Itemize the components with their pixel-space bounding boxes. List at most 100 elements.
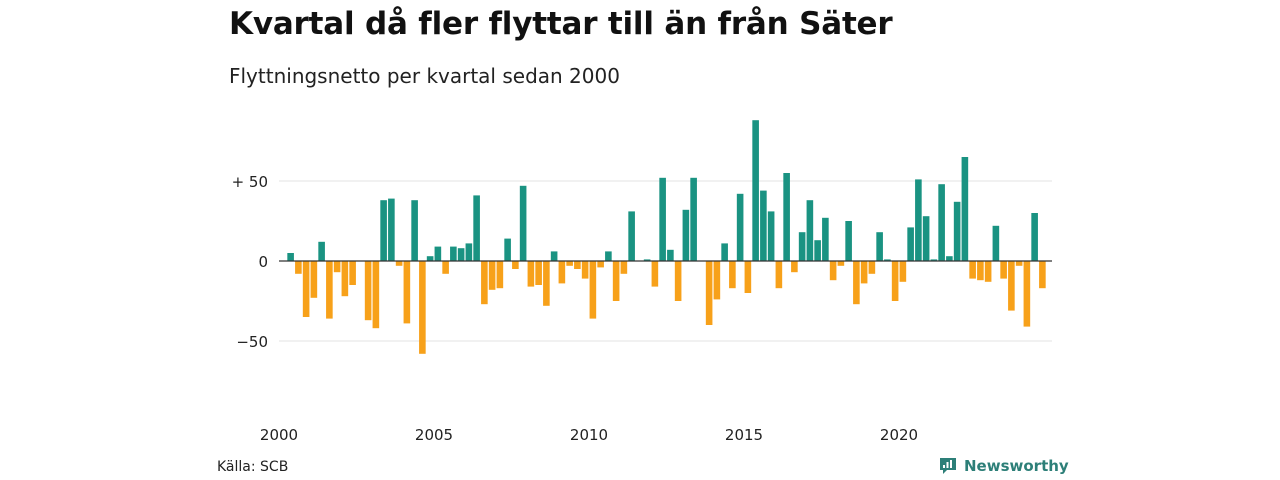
- bar: [736, 193, 744, 261]
- bar: [806, 200, 814, 261]
- bar: [876, 232, 883, 261]
- bar: [961, 157, 969, 261]
- bar: [504, 238, 511, 261]
- bar: [543, 261, 550, 306]
- bar: [837, 261, 845, 266]
- bar: [605, 251, 612, 261]
- bar: [388, 198, 395, 261]
- y-tick-label: + 50: [232, 173, 268, 191]
- bar: [946, 256, 953, 261]
- bar: [907, 227, 914, 261]
- bar: [783, 173, 790, 261]
- bar: [395, 261, 403, 266]
- bar: [1031, 213, 1038, 261]
- bar: [295, 261, 302, 274]
- x-tick-label: 2020: [880, 426, 918, 444]
- bar: [992, 225, 1000, 261]
- bar: [364, 261, 372, 321]
- bar: [519, 185, 527, 261]
- bar: [651, 261, 659, 287]
- bar: [775, 261, 783, 289]
- bar: [481, 261, 488, 305]
- bar: [411, 200, 418, 261]
- bar: [845, 221, 852, 261]
- bar: [442, 261, 449, 274]
- bar: [581, 261, 589, 279]
- bar: [705, 261, 713, 325]
- bar: [667, 249, 674, 261]
- bar: [349, 261, 356, 285]
- bar: [419, 261, 426, 354]
- brand-logo[interactable]: Newsworthy: [938, 456, 1069, 476]
- bar: [930, 259, 938, 261]
- bar: [558, 261, 566, 284]
- x-tick-label: 2015: [725, 426, 763, 444]
- brand-name: Newsworthy: [964, 457, 1069, 475]
- y-axis-labels: + 50 0 −50: [232, 173, 268, 351]
- bar: [674, 261, 682, 301]
- bar: [659, 177, 666, 261]
- bar: [899, 261, 907, 282]
- x-tick-label: 2010: [570, 426, 608, 444]
- bar: [1039, 261, 1046, 289]
- bar: [713, 261, 721, 300]
- y-tick-label: 0: [258, 253, 268, 271]
- bar: [535, 261, 542, 285]
- bar: [426, 256, 434, 261]
- bar: [488, 261, 496, 290]
- bar: [643, 259, 651, 261]
- bar: [682, 209, 690, 261]
- x-tick-label: 2005: [415, 426, 453, 444]
- bar: [302, 261, 310, 317]
- bar: [550, 251, 558, 261]
- bar: [829, 261, 837, 281]
- bar: [977, 261, 984, 281]
- bar: [496, 261, 504, 289]
- bar: [597, 261, 604, 268]
- bar: [403, 261, 411, 324]
- bar: [326, 261, 333, 319]
- bar: [860, 261, 868, 284]
- bar: [512, 261, 519, 269]
- bar: [853, 261, 860, 305]
- bars: [287, 120, 1046, 354]
- bar: [791, 261, 798, 273]
- bar: [465, 243, 473, 261]
- bar: [457, 248, 465, 261]
- bar: [341, 261, 349, 297]
- bar: [450, 246, 457, 261]
- bar: [767, 211, 775, 261]
- bar: [589, 261, 597, 319]
- bar: [566, 261, 573, 266]
- bar: [380, 200, 387, 261]
- bar: [612, 261, 620, 301]
- bar: [891, 261, 899, 301]
- bar: [372, 261, 380, 329]
- bar: [868, 261, 876, 274]
- bar: [310, 261, 318, 298]
- newsworthy-logo-icon: [940, 458, 956, 474]
- bar: [729, 261, 736, 289]
- bar: [1023, 261, 1031, 327]
- bar: [473, 195, 480, 261]
- bar: [922, 216, 930, 261]
- chart-subtitle: Flyttningsnetto per kvartal sedan 2000: [229, 64, 620, 88]
- bar: [527, 261, 535, 287]
- bar: [287, 253, 294, 261]
- bar: [721, 243, 728, 261]
- x-tick-label: 2000: [260, 426, 298, 444]
- bar: [752, 120, 759, 261]
- bar: [969, 261, 976, 279]
- bar: [333, 261, 341, 273]
- bar: [434, 246, 442, 261]
- bar: [760, 190, 767, 261]
- bar: [1015, 261, 1023, 266]
- bar: [984, 261, 992, 282]
- bar: [915, 179, 922, 261]
- bar: [884, 259, 891, 261]
- bar: [628, 211, 635, 261]
- bar: [814, 240, 821, 261]
- bar: [1008, 261, 1015, 311]
- bar: [798, 232, 806, 261]
- bar: [744, 261, 752, 293]
